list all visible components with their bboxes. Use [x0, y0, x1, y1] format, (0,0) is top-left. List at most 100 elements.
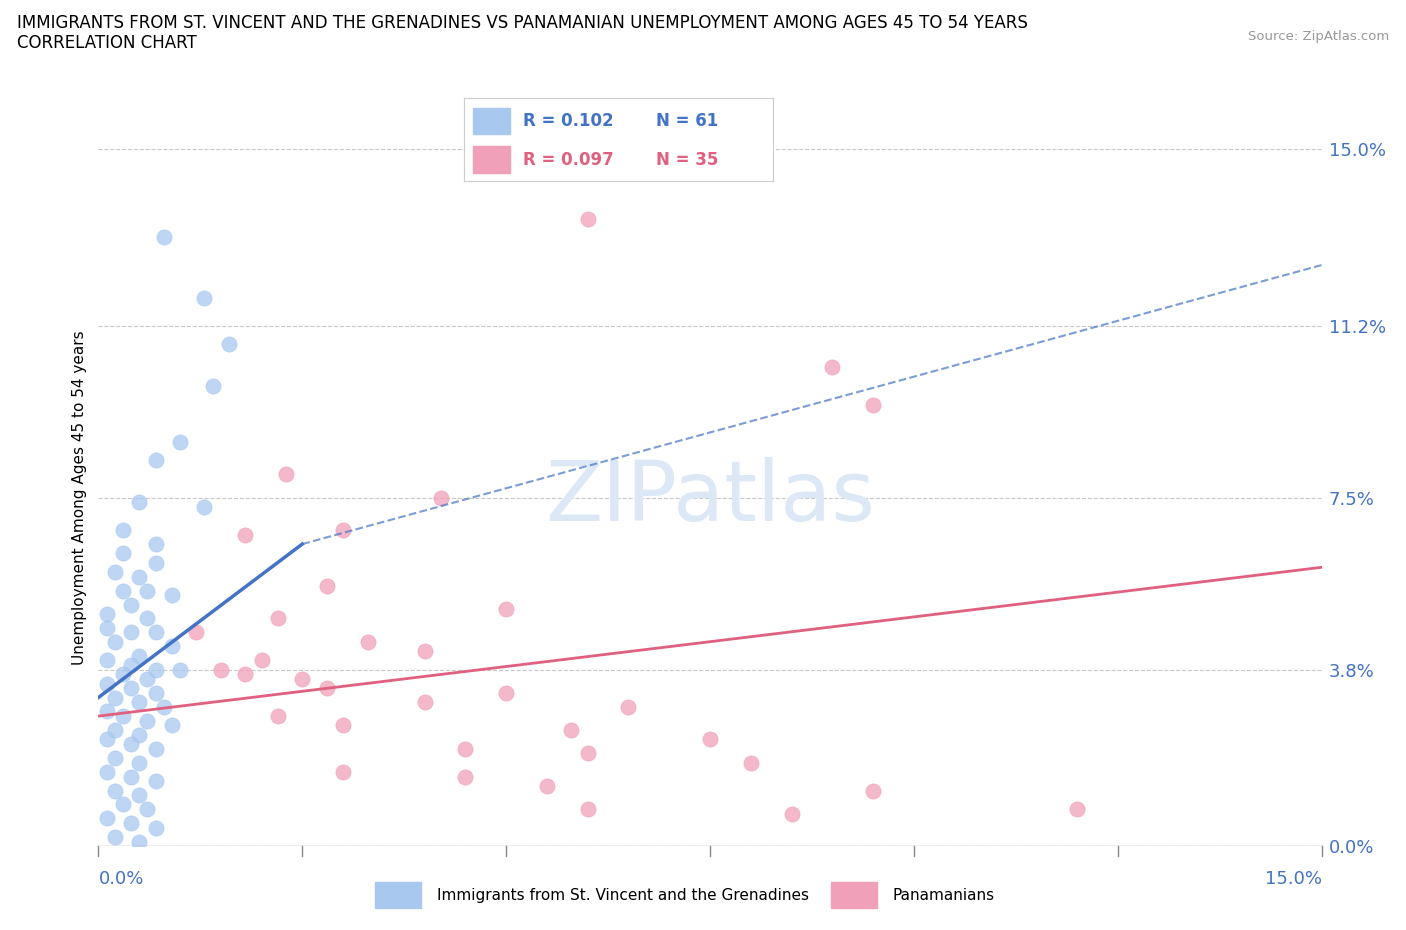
Point	[111, 667, 134, 682]
Point	[356, 634, 378, 649]
Point	[413, 695, 436, 710]
Bar	[474, 146, 510, 173]
Text: 15.0%: 15.0%	[1264, 870, 1322, 887]
Point	[233, 527, 256, 542]
Point	[413, 644, 436, 658]
Point	[111, 546, 134, 561]
Point	[136, 611, 159, 626]
Point	[104, 690, 127, 705]
Text: ZIPatlas: ZIPatlas	[546, 457, 875, 538]
Point	[332, 523, 354, 538]
Text: Immigrants from St. Vincent and the Grenadines: Immigrants from St. Vincent and the Gren…	[436, 887, 808, 903]
Point	[111, 797, 134, 812]
Point	[96, 704, 118, 719]
Bar	[474, 108, 510, 135]
Point	[454, 741, 477, 756]
Point	[201, 379, 224, 393]
Point	[160, 718, 183, 733]
Point	[780, 806, 803, 821]
Point	[96, 732, 118, 747]
Point	[120, 658, 142, 672]
Point	[560, 723, 582, 737]
Text: R = 0.097: R = 0.097	[523, 151, 613, 168]
Point	[617, 699, 640, 714]
Point	[1066, 802, 1088, 817]
Text: N = 61: N = 61	[655, 113, 718, 130]
Point	[862, 397, 884, 412]
Point	[152, 230, 174, 245]
Bar	[831, 883, 877, 908]
Text: Panamanians: Panamanians	[893, 887, 995, 903]
Point	[145, 820, 167, 835]
Point	[145, 537, 167, 551]
Point	[862, 783, 884, 798]
Point	[145, 774, 167, 789]
Point	[120, 737, 142, 751]
Text: 0.0%: 0.0%	[98, 870, 143, 887]
Point	[332, 764, 354, 779]
Point	[111, 583, 134, 598]
Text: CORRELATION CHART: CORRELATION CHART	[17, 34, 197, 52]
Point	[96, 606, 118, 621]
Point	[209, 662, 232, 677]
Point	[136, 583, 159, 598]
Point	[152, 699, 174, 714]
Point	[536, 778, 558, 793]
Point	[160, 639, 183, 654]
Point	[454, 769, 477, 784]
Point	[120, 769, 142, 784]
Point	[128, 788, 150, 803]
Point	[128, 755, 150, 770]
Point	[291, 671, 314, 686]
Point	[111, 709, 134, 724]
Point	[104, 634, 127, 649]
Point	[136, 802, 159, 817]
Text: Source: ZipAtlas.com: Source: ZipAtlas.com	[1249, 30, 1389, 43]
Point	[104, 723, 127, 737]
Point	[128, 495, 150, 510]
Point	[169, 662, 191, 677]
Bar	[374, 883, 422, 908]
Point	[145, 625, 167, 640]
Point	[160, 588, 183, 603]
Point	[332, 718, 354, 733]
Point	[145, 453, 167, 468]
Point	[267, 709, 290, 724]
Point	[169, 434, 191, 449]
Point	[128, 834, 150, 849]
Point	[495, 602, 517, 617]
Point	[120, 681, 142, 696]
Text: N = 35: N = 35	[655, 151, 718, 168]
Point	[104, 783, 127, 798]
Point	[104, 830, 127, 844]
Point	[128, 727, 150, 742]
Point	[740, 755, 762, 770]
Point	[96, 653, 118, 668]
Point	[128, 569, 150, 584]
Point	[96, 620, 118, 635]
Point	[233, 667, 256, 682]
Point	[120, 625, 142, 640]
Point	[193, 499, 215, 514]
Point	[315, 578, 337, 593]
Point	[128, 695, 150, 710]
Point	[495, 685, 517, 700]
Point	[145, 662, 167, 677]
Point	[274, 467, 297, 482]
Text: R = 0.102: R = 0.102	[523, 113, 613, 130]
Text: IMMIGRANTS FROM ST. VINCENT AND THE GRENADINES VS PANAMANIAN UNEMPLOYMENT AMONG : IMMIGRANTS FROM ST. VINCENT AND THE GREN…	[17, 14, 1028, 32]
Point	[821, 360, 844, 375]
Point	[576, 802, 599, 817]
Point	[120, 816, 142, 830]
Point	[120, 597, 142, 612]
Point	[430, 490, 453, 505]
Point	[136, 713, 159, 728]
Point	[576, 746, 599, 761]
Point	[267, 611, 290, 626]
Point	[145, 741, 167, 756]
Point	[104, 565, 127, 579]
Point	[96, 811, 118, 826]
Point	[576, 211, 599, 226]
Point	[136, 671, 159, 686]
Point	[186, 625, 208, 640]
